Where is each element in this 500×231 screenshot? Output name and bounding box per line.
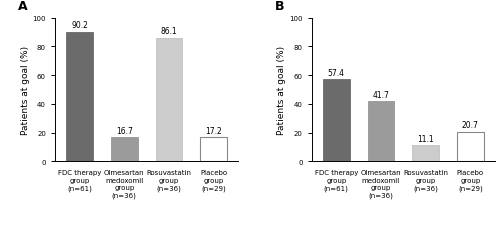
Text: A: A bbox=[18, 0, 28, 13]
Text: 41.7: 41.7 bbox=[372, 91, 390, 100]
Bar bbox=[368, 102, 394, 162]
Text: 17.2: 17.2 bbox=[206, 126, 222, 135]
Bar bbox=[66, 33, 93, 162]
Y-axis label: Patients at goal (%): Patients at goal (%) bbox=[278, 46, 286, 134]
Bar bbox=[111, 138, 138, 162]
Text: B: B bbox=[275, 0, 284, 13]
Bar bbox=[412, 146, 439, 162]
Text: 90.2: 90.2 bbox=[71, 21, 88, 30]
Y-axis label: Patients at goal (%): Patients at goal (%) bbox=[20, 46, 30, 134]
Bar bbox=[156, 38, 182, 162]
Bar bbox=[323, 79, 349, 162]
Text: 20.7: 20.7 bbox=[462, 121, 479, 130]
Text: 16.7: 16.7 bbox=[116, 127, 132, 136]
Bar bbox=[200, 137, 227, 162]
Text: 57.4: 57.4 bbox=[328, 68, 345, 77]
Text: 86.1: 86.1 bbox=[160, 27, 178, 36]
Bar bbox=[457, 132, 484, 162]
Text: 11.1: 11.1 bbox=[418, 135, 434, 144]
